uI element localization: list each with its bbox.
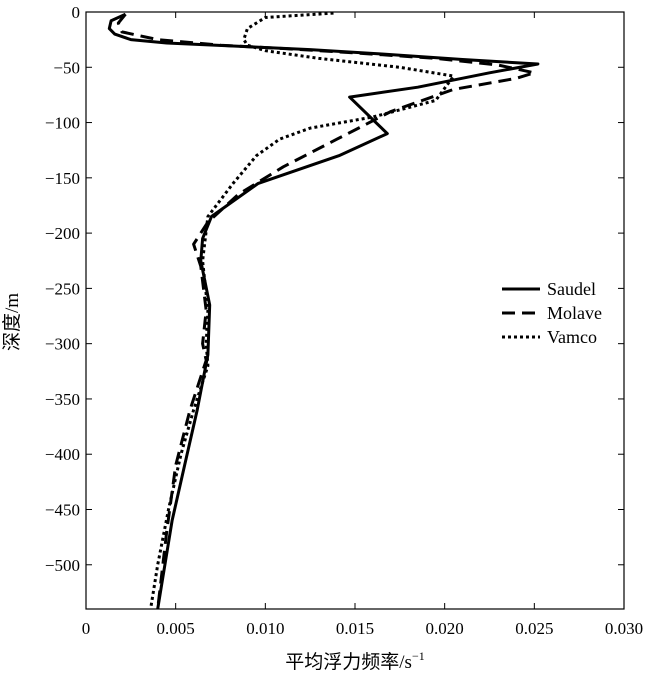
x-tick-label: 0.015 <box>336 619 374 638</box>
legend: Saudel Molave Vamco <box>502 279 602 347</box>
x-tick-label: 0.030 <box>605 619 643 638</box>
x-tick-label: 0.020 <box>426 619 464 638</box>
legend-label-vamco: Vamco <box>547 327 597 347</box>
y-tick-labels: 0 −50 −100 −150 −200 −250 −300 −350 −400 −450 −500 <box>45 3 80 575</box>
y-tick-label: −350 <box>45 390 80 409</box>
x-tick-label: 0.010 <box>246 619 284 638</box>
data-series <box>107 11 540 610</box>
axis-ticks <box>85 11 625 609</box>
y-tick-label: −50 <box>53 58 80 77</box>
y-tick-label: −250 <box>45 279 80 298</box>
series-line-saudel <box>107 12 540 610</box>
series-line-vamco <box>149 11 456 610</box>
x-tick-labels: 0 0.005 0.010 0.015 0.020 0.025 0.030 <box>82 619 643 638</box>
y-tick-label: −300 <box>45 335 80 354</box>
y-tick-label: −150 <box>45 169 80 188</box>
y-tick-label: −450 <box>45 501 80 520</box>
series-line-molave <box>116 13 536 610</box>
legend-label-saudel: Saudel <box>547 279 596 299</box>
x-tick-label: 0.005 <box>157 619 195 638</box>
x-tick-label: 0 <box>82 619 91 638</box>
y-tick-label: −100 <box>45 114 80 133</box>
x-axis-title-text: 平均浮力频率/s <box>285 651 412 673</box>
legend-label-molave: Molave <box>547 303 602 323</box>
y-tick-label: −500 <box>45 556 80 575</box>
x-axis-title: 平均浮力频率/s−1 <box>285 649 424 673</box>
y-tick-label: −200 <box>45 224 80 243</box>
y-axis-title: 深度/m <box>1 293 23 351</box>
x-tick-label: 0.025 <box>515 619 553 638</box>
y-tick-label: −400 <box>45 445 80 464</box>
x-axis-title-superscript: −1 <box>412 649 425 663</box>
y-tick-label: 0 <box>72 3 81 22</box>
